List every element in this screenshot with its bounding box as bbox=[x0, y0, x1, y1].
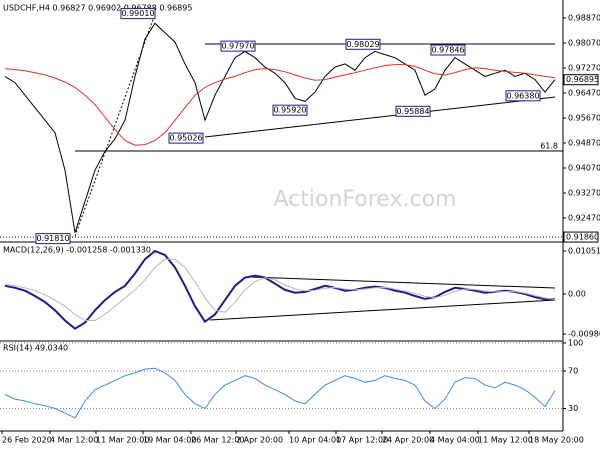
y-tick-label: 30 bbox=[568, 404, 578, 413]
price-annotation-box bbox=[395, 105, 431, 117]
y-tick-label: 0.010513 bbox=[568, 246, 600, 255]
fib-label: 61.8 bbox=[540, 142, 558, 151]
trendline bbox=[209, 299, 556, 321]
watermark: ActionForex.com bbox=[274, 187, 457, 212]
y-tick-label: 0.98870 bbox=[568, 14, 600, 23]
indicator-title: MACD(12,26,9) -0.001258 -0.001330 bbox=[3, 246, 151, 255]
price-annotation-box bbox=[220, 40, 256, 52]
y-tick-label: 0.93270 bbox=[568, 189, 600, 198]
price-annotation: 0.99010 bbox=[121, 9, 154, 18]
x-tick-label: 4 May 04:00 bbox=[430, 436, 480, 445]
x-tick-label: 26 Feb 2020 bbox=[2, 436, 52, 445]
price-annotation: 0.91810 bbox=[36, 234, 69, 243]
y-tick-label: 0.92470 bbox=[568, 214, 600, 223]
x-tick-label: 24 Apr 20:00 bbox=[382, 436, 434, 445]
x-tick-label: 17 Apr 12:00 bbox=[336, 436, 388, 445]
price-annotation: 0.96380 bbox=[506, 91, 539, 100]
indicator-title: RSI(14) 49.0340 bbox=[3, 344, 68, 353]
x-tick-label: 18 May 20:00 bbox=[529, 436, 584, 445]
price-annotation-box bbox=[505, 90, 541, 102]
y-tick-label: 0.98070 bbox=[568, 39, 600, 48]
y-tick-label: 0.95670 bbox=[568, 114, 600, 123]
y-tick-label: 70 bbox=[568, 367, 578, 376]
series-line bbox=[4, 64, 556, 146]
x-tick-label: 10 Apr 04:00 bbox=[289, 436, 341, 445]
price-mark-label: 0.91860 bbox=[566, 233, 599, 242]
series-line bbox=[4, 22, 556, 233]
price-annotation-box bbox=[272, 104, 308, 116]
y-tick-label: -0.009804 bbox=[568, 330, 600, 339]
price-annotation-box bbox=[120, 8, 156, 20]
price-annotation: 0.98029 bbox=[346, 40, 379, 49]
y-tick-label: 0.97270 bbox=[568, 64, 600, 73]
series-line bbox=[4, 367, 556, 419]
price-annotation: 0.95026 bbox=[169, 134, 202, 143]
price-annotation: 0.95920 bbox=[273, 106, 306, 115]
x-tick-label: 11 Mar 20:00 bbox=[96, 436, 149, 445]
price-annotation: 0.97970 bbox=[221, 42, 254, 51]
x-tick-label: 11 May 12:00 bbox=[478, 436, 533, 445]
price-annotation-box bbox=[35, 233, 71, 245]
x-tick-label: 26 Mar 12:00 bbox=[191, 436, 244, 445]
y-tick-label: 0.94070 bbox=[568, 164, 600, 173]
price-annotation-box bbox=[430, 44, 466, 56]
y-tick-label: 0.96470 bbox=[568, 89, 600, 98]
price-annotation: 0.97846 bbox=[431, 46, 464, 55]
price-annotation-box bbox=[168, 132, 204, 144]
series-line bbox=[4, 249, 556, 330]
x-tick-label: 4 Mar 12:00 bbox=[50, 436, 98, 445]
x-tick-label: 19 Mar 04:00 bbox=[143, 436, 196, 445]
price-mark-label: 0.96895 bbox=[566, 75, 599, 84]
price-annotation: 0.95884 bbox=[396, 107, 429, 116]
price-mark-box bbox=[563, 231, 599, 243]
series-line bbox=[4, 258, 556, 321]
x-tick-label: 2 Apr 20:00 bbox=[236, 436, 283, 445]
y-tick-label: 100 bbox=[568, 338, 583, 347]
price-annotation-box bbox=[345, 38, 381, 50]
trendline bbox=[204, 96, 556, 138]
chart-title: USDCHF,H4 0.96827 0.96902 0.96788 0.9689… bbox=[3, 4, 192, 13]
y-tick-label: 0.00 bbox=[568, 289, 586, 298]
y-tick-label: 0.94870 bbox=[568, 139, 600, 148]
trendline bbox=[249, 276, 556, 289]
price-mark-box bbox=[563, 74, 599, 86]
